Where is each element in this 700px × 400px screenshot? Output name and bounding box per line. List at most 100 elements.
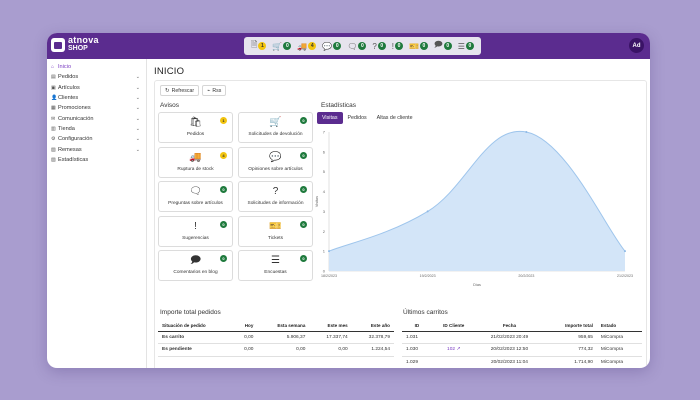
column-header: Este mes <box>309 321 352 332</box>
column-header: Este año <box>351 321 394 332</box>
carritos-table: ID ID Cliente Fecha Importe total Estado 1.0… <box>402 321 642 368</box>
ruptura-stock-icon: 🚚 <box>189 151 202 163</box>
blog-comments-shortcut[interactable]: 🗩 0 <box>434 39 452 53</box>
sidebar-item-remesas[interactable]: ▧ Remesas ⌄ <box>47 144 146 154</box>
aviso-label: Solicitudes de devolución <box>248 132 303 137</box>
surveys-shortcut[interactable]: ☰ 0 <box>458 42 474 51</box>
data-point[interactable] <box>525 131 528 133</box>
external-link-icon[interactable]: ↗ <box>455 347 461 353</box>
table-cell: 32.378,79 <box>351 331 394 344</box>
visits-area <box>329 131 625 271</box>
table-row[interactable]: 1.029 20/02/2023 11:04 1.714,90 MiCompra <box>402 356 642 368</box>
clientes-icon: 👤 <box>51 95 58 102</box>
promociones-icon: ▦ <box>51 105 56 112</box>
sidebar-item-inicio[interactable]: ⌂ Inicio <box>47 62 146 72</box>
returns-shortcut[interactable]: 🛒 0 <box>272 41 292 51</box>
sidebar-item-configuracion[interactable]: ⚙ Configuración ⌄ <box>47 134 146 144</box>
orders-shortcut[interactable]: 🗎 1 <box>250 39 267 53</box>
aviso-count-badge: 0 <box>220 220 227 228</box>
app-window: atnova SHOP 🗎 1 🛒 0 🚚 4 💬 0 🗨 0? 0! 0 🎫 0 🗩 0 ☰ 0 Ad ⌂ Ini… <box>47 33 650 368</box>
sidebar-item-promociones[interactable]: ▦ Promociones ⌄ <box>47 103 146 113</box>
aviso-preguntas[interactable]: 🗨 Preguntas sobre artículos 0 <box>158 181 233 212</box>
sidebar-item-comunicacion[interactable]: ✉ Comunicación ⌄ <box>47 113 146 123</box>
client-link[interactable]: 102 <box>447 347 456 353</box>
opiniones-icon: 💬 <box>269 151 282 163</box>
shortcut-count-badge: 0 <box>283 42 292 50</box>
stats-tabs: Visitas Pedidos Altas de cliente <box>317 112 418 124</box>
sidebar-item-tienda[interactable]: ▥ Tienda ⌄ <box>47 124 146 134</box>
sidebar-item-label: Tienda <box>58 125 75 132</box>
sidebar-item-label: Comunicación <box>58 115 94 122</box>
sidebar-item-clientes[interactable]: 👤 Clientes ⌄ <box>47 93 146 103</box>
column-header: Estado <box>596 321 642 332</box>
avatar[interactable]: Ad <box>629 38 644 53</box>
devoluciones-icon: 🛒 <box>269 117 282 128</box>
sidebar-item-articulos[interactable]: ▣ Artículos ⌄ <box>47 83 146 93</box>
returns-icon: 🛒 <box>272 41 283 51</box>
aviso-label: Solicitudes de información <box>247 201 304 206</box>
aviso-opiniones[interactable]: 💬 Opiniones sobre artículos 0 <box>238 146 313 178</box>
table-row[interactable]: 1.031 21/02/2023 20:49 959,65 MiCompra <box>402 331 642 344</box>
stats-title: Estadísticas <box>321 102 357 109</box>
chevron-down-icon: ⌄ <box>135 105 140 112</box>
tickets-icon: 🎫 <box>269 220 282 232</box>
sidebar-item-pedidos[interactable]: ▤ Pedidos ⌄ <box>47 72 146 82</box>
toolbar: ↻ Refrescar ⌁ Rss <box>160 85 227 96</box>
info-shortcut[interactable]: ? 0 <box>372 42 386 51</box>
cart-client-cell <box>431 331 476 344</box>
suggestions-icon: ! <box>391 41 394 51</box>
cart-date: 21/02/2023 20:49 <box>475 331 544 344</box>
data-point[interactable] <box>328 250 330 253</box>
tab-visitas[interactable]: Visitas <box>317 112 343 124</box>
rss-label: Rss <box>212 87 222 94</box>
encuestas-icon: ☰ <box>271 255 280 266</box>
y-tick-label: 3 <box>323 209 326 214</box>
aviso-informacion[interactable]: ? Solicitudes de información 0 <box>238 181 313 212</box>
tab-pedidos[interactable]: Pedidos <box>347 115 367 121</box>
aviso-pedidos[interactable]: 🛍 Pedidos 1 <box>158 112 233 143</box>
y-tick-label: 1 <box>323 249 326 254</box>
table-cell: 0,00 <box>232 343 258 357</box>
opinions-shortcut[interactable]: 💬 0 <box>322 42 342 51</box>
aviso-count-badge: 0 <box>300 117 307 124</box>
chevron-down-icon: ⌄ <box>135 74 140 81</box>
column-header: ID Cliente <box>431 321 476 332</box>
aviso-tickets[interactable]: 🎫 Tickets 0 <box>238 215 313 247</box>
table-cell: 5.906,37 <box>257 331 310 344</box>
cart-id: 1.030 <box>402 343 432 357</box>
refresh-button[interactable]: ↻ Refrescar <box>160 85 200 96</box>
y-tick-label: 2 <box>323 229 326 234</box>
stock-icon: 🚚 <box>297 41 308 51</box>
aviso-devoluciones[interactable]: 🛒 Solicitudes de devolución 0 <box>238 112 313 143</box>
stock-shortcut[interactable]: 🚚 4 <box>297 41 317 51</box>
table-cell: 0,00 <box>232 331 258 344</box>
aviso-count-badge: 0 <box>300 186 307 193</box>
questions-shortcut[interactable]: 🗨 0 <box>347 42 367 51</box>
avisos-title: Avisos <box>160 102 180 109</box>
y-tick-label: 5 <box>323 169 326 174</box>
data-point[interactable] <box>624 250 626 253</box>
refresh-icon: ↻ <box>165 87 170 94</box>
y-tick-label: 4 <box>323 189 326 194</box>
rss-button[interactable]: ⌁ Rss <box>202 85 227 96</box>
table-cell: 0,00 <box>257 343 310 357</box>
brand-name: atnova <box>68 35 99 45</box>
table-row[interactable]: 1.030 102 ↗ 20/02/2023 12:50 774,32 MiCompra <box>402 343 642 357</box>
sidebar-item-estadisticas[interactable]: ▨ Estadísticas <box>47 155 146 165</box>
brand-logo[interactable]: atnova SHOP <box>51 36 99 53</box>
orders-icon: 🗎 <box>250 40 258 49</box>
table-cell: Es pendiente <box>158 343 233 357</box>
aviso-count-badge: 0 <box>300 220 307 228</box>
suggestions-shortcut[interactable]: ! 0 <box>392 42 403 51</box>
tab-altas-de-cliente[interactable]: Altas de cliente <box>376 115 413 121</box>
aviso-ruptura-stock[interactable]: 🚚 Ruptura de stock 4 <box>158 146 233 178</box>
shortcut-count-badge: 0 <box>443 42 452 50</box>
x-axis-label: Días <box>473 283 481 287</box>
aviso-encuestas[interactable]: ☰ Encuestas 0 <box>238 250 313 281</box>
tickets-shortcut[interactable]: 🎫 0 <box>409 42 428 51</box>
data-point[interactable] <box>426 210 429 213</box>
shortcut-count-badge: 0 <box>465 42 474 50</box>
aviso-count-badge: 0 <box>220 186 227 193</box>
aviso-comentarios-blog[interactable]: 🗩 Comentarios en blog 0 <box>158 250 233 281</box>
aviso-sugerencias[interactable]: ! Sugerencias 0 <box>158 215 233 247</box>
